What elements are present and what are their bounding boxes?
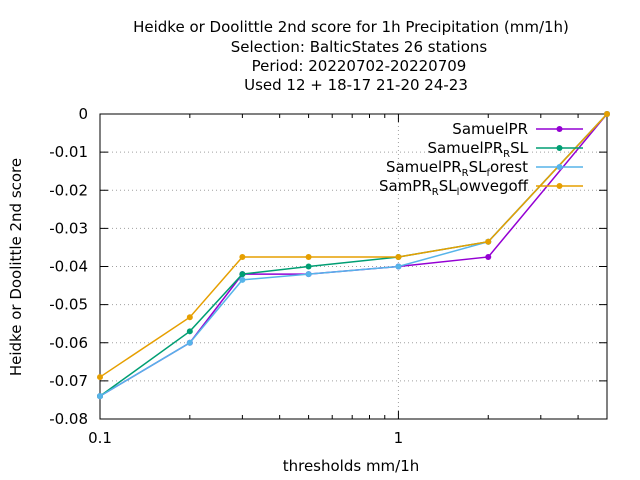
data-point	[239, 276, 246, 283]
data-point	[395, 263, 402, 270]
legend-sample-point	[556, 145, 563, 151]
title-line-4: Used 12 + 18-17 21-20 24-23	[244, 76, 468, 94]
data-point	[239, 271, 246, 278]
legend-label-1: SamuelPR	[452, 120, 528, 138]
series-line-2	[99, 113, 608, 397]
series-line-3	[99, 113, 608, 397]
title-line-2: Selection: BalticStates 26 stations	[231, 38, 488, 56]
data-point	[305, 263, 312, 270]
axes: 0 -0.01 -0.02 -0.03 -0.04 -0.05 -0.06 -0.07 -0.0…	[49, 105, 608, 447]
y-tick-label: -0.01	[49, 143, 88, 161]
legend: SamuelPRSamuelPRRSLSamuelPRRSLforestSamP…	[379, 120, 583, 198]
x-tick-label: 1	[394, 429, 404, 447]
data-point	[186, 314, 193, 321]
series-line-4	[99, 113, 608, 378]
legend-sample-point	[556, 126, 563, 132]
data-point	[186, 328, 193, 335]
data-point	[97, 374, 103, 381]
data-point	[97, 393, 103, 400]
data-point	[485, 238, 492, 245]
legend-label-2: SamuelPRRSL	[427, 139, 528, 160]
data-point	[186, 339, 193, 346]
legend-sample-point	[556, 183, 563, 189]
legend-label-4: SamPRRSLlowvegoff	[379, 177, 529, 198]
title-line-1: Heidke or Doolittle 2nd score for 1h Pre…	[133, 18, 569, 36]
y-axis-label: Heidke or Doolittle 2nd score	[7, 158, 25, 376]
x-axis-label: thresholds mm/1h	[283, 457, 420, 475]
x-tick-label: 0.1	[88, 429, 112, 447]
legend-label-3: SamuelPRRSLforest	[386, 158, 528, 179]
data-point	[395, 253, 402, 260]
series-line-1	[99, 113, 608, 397]
data-point	[604, 111, 610, 117]
chart-title: Heidke or Doolittle 2nd score for 1h Pre…	[133, 18, 569, 94]
plot-border	[99, 113, 608, 420]
y-tick-label: -0.02	[49, 181, 88, 199]
legend-sample-point	[556, 164, 563, 170]
y-tick-label: -0.08	[49, 410, 88, 428]
series-layer	[97, 111, 610, 400]
data-point	[485, 253, 492, 260]
y-tick-label: -0.05	[49, 296, 88, 314]
data-point	[305, 253, 312, 260]
y-tick-label: 0	[78, 105, 88, 123]
data-point	[239, 253, 246, 260]
y-tick-label: -0.06	[49, 334, 88, 352]
y-tick-label: -0.07	[49, 372, 88, 390]
title-line-3: Period: 20220702-20220709	[252, 57, 467, 75]
y-tick-label: -0.03	[49, 219, 88, 237]
grid	[100, 114, 607, 419]
data-point	[305, 271, 312, 278]
y-tick-label: -0.04	[49, 258, 88, 276]
